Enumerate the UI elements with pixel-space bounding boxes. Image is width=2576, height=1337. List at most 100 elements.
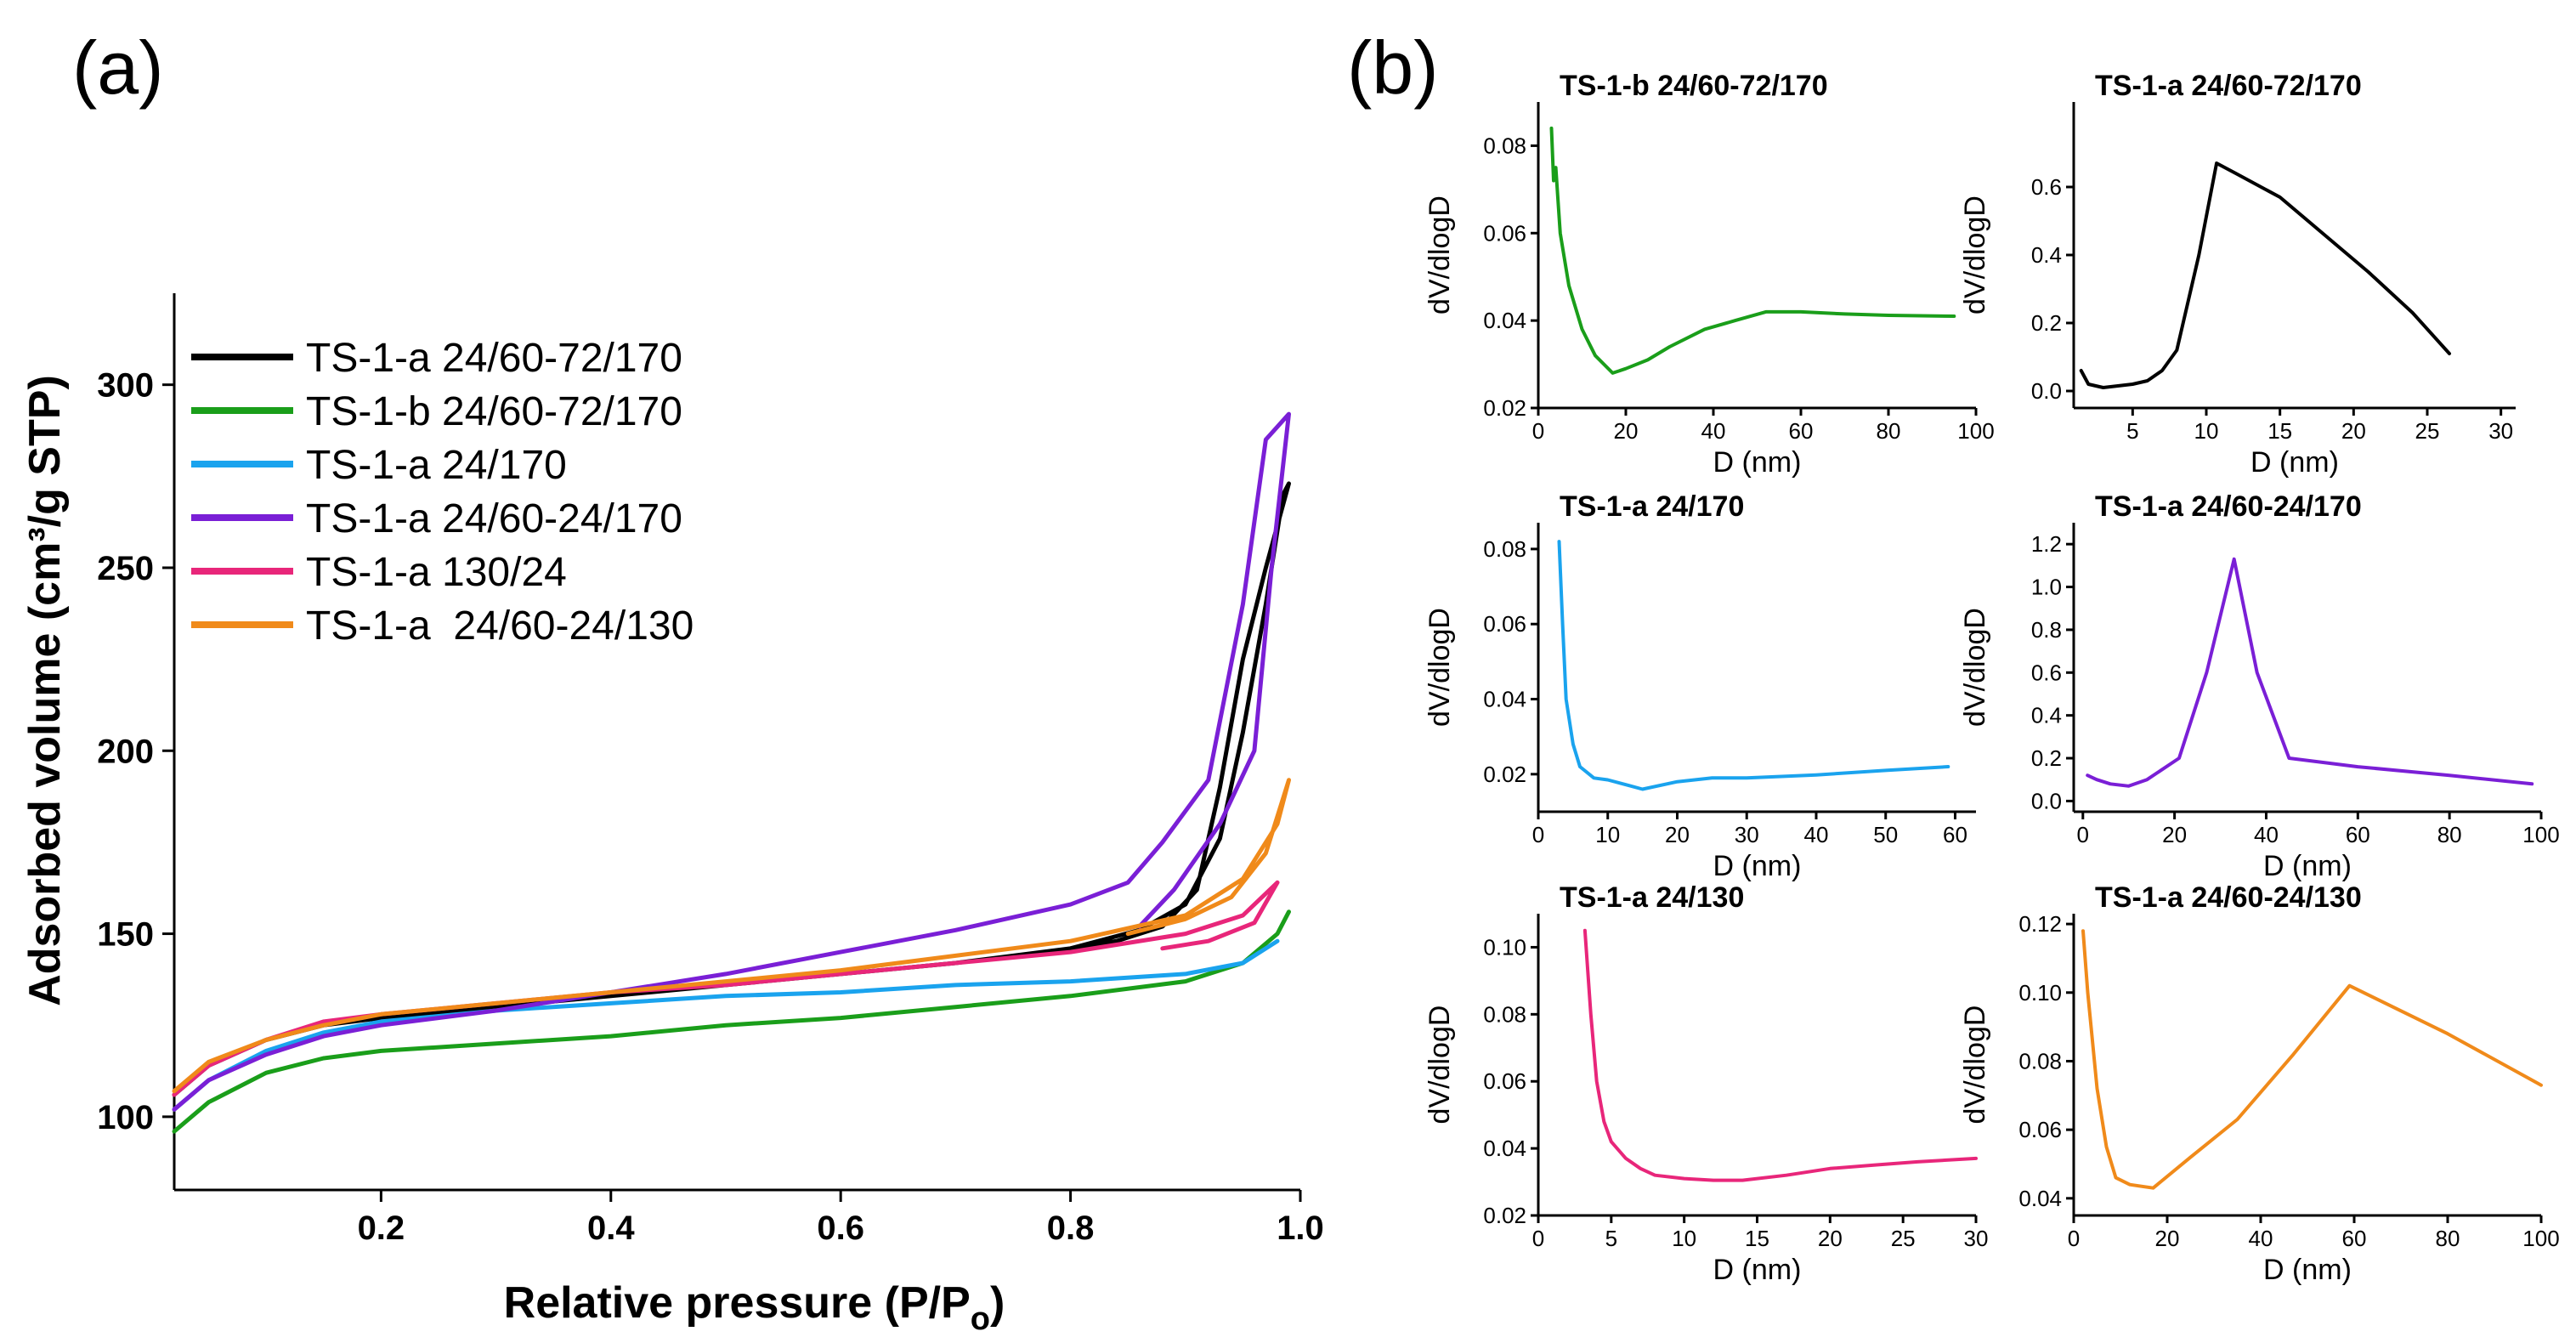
isotherm-x-tick-label: 0.2 — [358, 1210, 405, 1247]
psd-y-tick-label: 0.04 — [1483, 1136, 1526, 1161]
psd-x-tick-label: 10 — [1672, 1226, 1696, 1251]
isotherm-x-title-main: Relative pressure (P/P — [504, 1278, 971, 1328]
psd-title: TS-1-a 24/60-72/170 — [2095, 70, 2362, 102]
psd-x-tick-label: 20 — [1818, 1226, 1843, 1251]
psd-y-axis-title: dV/dlogD — [1959, 608, 1991, 727]
psd-x-tick-label: 0 — [2077, 822, 2089, 847]
psd-y-tick-label: 1.0 — [2031, 575, 2062, 600]
psd-chart-6: 0 20 40 60 80 100 0.04 0.06 0.08 0.10 0.12 TS-1-a 2… — [1959, 881, 2560, 1286]
psd-x-tick-label: 15 — [1745, 1226, 1769, 1251]
legend-label-ts-1-a-24-60-24-170: TS-1-a 24/60-24/170 — [306, 496, 682, 541]
psd-title: TS-1-a 24/60-24/130 — [2095, 881, 2362, 914]
isotherm-chart: 0.2 0.4 0.6 0.8 1.0 100 150 200 250 300 TS-1-a 24… — [20, 293, 1324, 1337]
psd-x-tick-label: 40 — [2254, 822, 2279, 847]
legend-label-ts-1-a-24-60-24-130: TS-1-a 24/60-24/130 — [306, 603, 694, 649]
psd-y-tick-label: 0.0 — [2031, 378, 2062, 404]
psd-x-tick-label: 0 — [1532, 1226, 1544, 1251]
isotherm-y-tick-label: 150 — [97, 916, 154, 954]
psd-x-tick-label: 15 — [2267, 418, 2292, 444]
psd-y-tick-label: 0.2 — [2031, 310, 2062, 336]
psd-chart-4: 0 20 40 60 80 100 0.0 0.2 0.4 0.6 0.8 1.0 1.2 TS-1-a … — [1959, 490, 2560, 882]
legend-label-ts-1-a-24-60-72-170: TS-1-a 24/60-72/170 — [306, 336, 682, 381]
psd-y-tick-label: 1.2 — [2031, 531, 2062, 557]
panel-a-label: (a) — [72, 25, 164, 110]
psd-y-tick-label: 0.0 — [2031, 788, 2062, 813]
psd-x-axis-title: D (nm) — [2263, 850, 2352, 882]
psd-x-tick-label: 25 — [1891, 1226, 1916, 1251]
psd-y-tick-label: 0.4 — [2031, 242, 2062, 268]
psd-x-axis-title: D (nm) — [2250, 446, 2339, 479]
psd-x-tick-label: 20 — [2341, 418, 2366, 444]
psd-x-tick-label: 10 — [1595, 822, 1620, 847]
psd-y-tick-label: 0.06 — [1483, 1068, 1526, 1094]
psd-title: TS-1-a 24/60-24/170 — [2095, 490, 2362, 523]
psd-x-tick-label: 100 — [2522, 1226, 2559, 1251]
isotherm-y-tick-label: 200 — [97, 733, 154, 770]
psd-chart-1: 0 20 40 60 80 100 0.02 0.04 0.06 0.08 TS-1-b 24/60… — [1424, 70, 1995, 479]
psd-y-tick-label: 0.02 — [1483, 395, 1526, 421]
psd-x-axis-title: D (nm) — [1713, 446, 1802, 479]
psd-chart-2: 5 10 15 20 25 30 0.0 0.2 0.4 0.6 TS-1-a 24/60-72/1… — [1959, 70, 2516, 479]
psd-series-ts-1-a-24-60-24-170 — [2086, 557, 2534, 788]
isotherm-x-tick-label: 0.8 — [1047, 1210, 1095, 1247]
isotherm-axes: 0.2 0.4 0.6 0.8 1.0 100 150 200 250 300 — [97, 293, 1324, 1247]
psd-x-tick-label: 0 — [2068, 1226, 2080, 1251]
psd-x-tick-label: 5 — [1605, 1226, 1617, 1251]
isotherm-series-ts-1-a-24-170 — [172, 938, 1280, 1112]
isotherm-x-title-sub: o — [971, 1301, 990, 1337]
legend-label-ts-1-b-24-60-72-170: TS-1-b 24/60-72/170 — [306, 389, 682, 434]
legend-label-ts-1-a-130-24: TS-1-a 130/24 — [306, 550, 567, 595]
psd-x-tick-label: 60 — [1943, 822, 1967, 847]
psd-series-ts-1-a-24-60-72-170 — [2079, 161, 2451, 389]
psd-y-tick-label: 0.02 — [1483, 1203, 1526, 1228]
psd-x-tick-label: 0 — [1532, 822, 1544, 847]
psd-x-tick-label: 100 — [1957, 418, 1994, 444]
psd-series-ts-1-b-24-60-72-170 — [1549, 126, 1956, 375]
psd-chart-3: 0 10 20 30 40 50 60 0.02 0.04 0.06 0.08 TS-1-a 24/1… — [1424, 490, 1976, 882]
psd-y-tick-label: 0.8 — [2031, 617, 2062, 643]
psd-x-axis-title: D (nm) — [1713, 850, 1802, 882]
isotherm-series-ts-1-b-24-60-72-170 — [172, 909, 1291, 1134]
psd-y-axis-title: dV/dlogD — [1959, 195, 1991, 314]
isotherm-series-ts-1-a-130-24 — [172, 880, 1280, 1097]
psd-y-tick-label: 0.04 — [1483, 687, 1526, 712]
psd-series-ts-1-a-24-130 — [1582, 928, 1978, 1182]
isotherm-legend: TS-1-a 24/60-72/170 TS-1-b 24/60-72/170 TS… — [191, 336, 694, 649]
isotherm-y-axis-title: Adsorbed volume (cm³/g STP) — [20, 375, 70, 1006]
psd-x-tick-label: 40 — [1804, 822, 1829, 847]
psd-title: TS-1-a 24/170 — [1560, 490, 1744, 523]
psd-x-axis-title: D (nm) — [1713, 1254, 1802, 1286]
psd-y-tick-label: 0.4 — [2031, 703, 2062, 728]
isotherm-series-ts-1-a-24-60-24-170 — [172, 411, 1291, 1112]
psd-y-tick-label: 0.06 — [1483, 611, 1526, 637]
psd-x-tick-label: 25 — [2415, 418, 2440, 444]
psd-y-tick-label: 0.04 — [2018, 1186, 2062, 1211]
psd-y-tick-label: 0.08 — [1483, 1001, 1526, 1027]
isotherm-series-group — [172, 411, 1291, 1134]
psd-x-tick-label: 30 — [1964, 1226, 1989, 1251]
psd-y-axis-title: dV/dlogD — [1424, 608, 1456, 727]
psd-x-tick-label: 80 — [2437, 822, 2462, 847]
psd-x-tick-label: 20 — [2155, 1226, 2180, 1251]
psd-y-tick-label: 0.6 — [2031, 174, 2062, 200]
isotherm-x-tick-label: 0.4 — [587, 1210, 635, 1247]
psd-x-tick-label: 10 — [2194, 418, 2219, 444]
psd-x-tick-label: 60 — [1789, 418, 1814, 444]
psd-y-tick-label: 0.08 — [1483, 536, 1526, 562]
psd-x-tick-label: 100 — [2522, 822, 2559, 847]
psd-series-ts-1-a-24-170 — [1557, 540, 1950, 791]
psd-y-tick-label: 0.10 — [2018, 980, 2062, 1006]
psd-y-tick-label: 0.08 — [1483, 133, 1526, 158]
psd-x-tick-label: 50 — [1873, 822, 1898, 847]
psd-x-tick-label: 0 — [1532, 418, 1544, 444]
psd-x-tick-label: 30 — [1735, 822, 1759, 847]
isotherm-y-tick-label: 100 — [97, 1099, 154, 1136]
psd-x-tick-label: 40 — [2249, 1226, 2273, 1251]
psd-title: TS-1-b 24/60-72/170 — [1560, 70, 1828, 102]
isotherm-series-ts-1-a-24-60-24-130 — [172, 778, 1291, 1094]
psd-x-tick-label: 80 — [1877, 418, 1901, 444]
psd-title: TS-1-a 24/130 — [1560, 881, 1744, 914]
legend-label-ts-1-a-24-170: TS-1-a 24/170 — [306, 443, 567, 488]
isotherm-x-tick-label: 0.6 — [817, 1210, 864, 1247]
